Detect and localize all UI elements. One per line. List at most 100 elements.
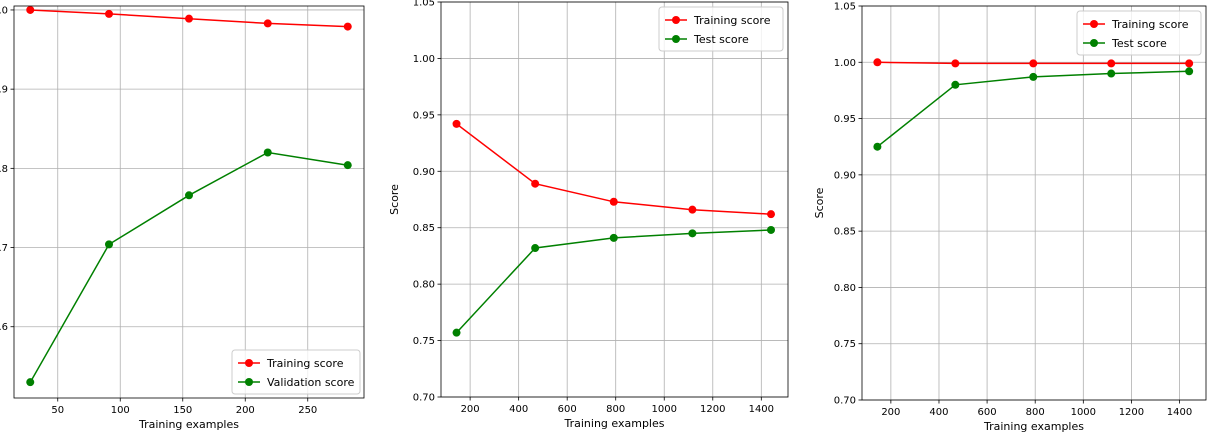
data-point [26,378,35,387]
data-point [767,225,776,234]
y-tick-label: 0.85 [834,227,856,238]
y-tick-label: 0.8 [0,164,8,175]
x-tick-label: 1200 [1119,407,1144,418]
y-tick-label: 0.80 [834,283,856,294]
legend-label-2: Test score [1111,37,1167,50]
y-tick-label: 0.7 [0,243,8,254]
legend-marker-1 [1090,20,1098,28]
data-point [1185,59,1194,68]
data-point [185,14,193,23]
x-tick-label: 100 [111,405,130,416]
data-point [688,205,697,214]
x-tick-label: 1400 [1167,407,1192,418]
data-point [688,229,697,238]
y-tick-label: 1.05 [834,2,856,13]
y-tick-label: 0.9 [0,85,8,96]
data-point [1107,59,1116,68]
x-tick-label: 50 [51,405,64,416]
y-tick-label: 0.75 [834,339,856,350]
data-point [452,328,461,337]
x-tick-label: 600 [978,407,997,418]
y-tick-label: 0.85 [413,223,435,234]
data-point [263,19,272,28]
chart-panel-2: 200 400 600 800 1000 1200 1400 0.70 0.75 0.80 0.85… [388,0,789,430]
x-axis-label: Training examples [138,418,239,431]
data-point [343,161,352,170]
legend-box [231,349,361,395]
data-point [531,244,540,253]
series-line-2 [455,229,772,334]
legend-marker-1 [245,359,253,367]
data-point [105,240,113,249]
data-point [26,5,35,14]
plot-frame [861,5,1207,401]
legend-label-2: Validation score [267,376,355,389]
data-point [873,58,882,67]
legend-marker-1 [672,16,680,24]
series-line-2 [29,151,348,383]
series-line-2 [876,70,1190,148]
legend: Training score Validation score [231,349,361,395]
plot-frame [440,1,789,398]
legend-label-2: Test score [693,33,749,46]
x-tick-label: 150 [173,405,192,416]
y-axis-label: Score [813,187,826,218]
legend-label-1: Training score [1111,18,1189,31]
data-point [609,233,618,242]
x-tick-label: 400 [929,407,948,418]
y-tick-label: 1.00 [413,54,435,65]
data-point [452,119,461,128]
x-tick-label: 1000 [1071,407,1096,418]
y-tick-label: 0.90 [834,170,856,181]
x-axis-label: Training examples [564,417,665,430]
x-tick-label: 200 [236,405,255,416]
x-tick-label: 200 [461,404,480,415]
x-tick-label: 600 [558,404,577,415]
data-point [531,179,540,188]
y-axis-label: Score [388,184,401,215]
x-tick-label: 1400 [749,404,774,415]
x-tick-label: 1000 [652,404,677,415]
x-axis-label: Training examples [983,420,1084,433]
data-point [263,148,272,157]
y-tick-label: 1.00 [834,58,856,69]
legend-marker-2 [672,35,680,43]
data-point [343,22,352,31]
chart-panel-1: 50 100 150 200 250 0.6 0.7 0.8 0.9 1.0 Training ex… [0,5,365,431]
y-tick-label: 0.70 [413,393,435,404]
data-point [609,197,618,206]
y-tick-label: 0.6 [0,322,8,333]
x-tick-label: 400 [509,404,528,415]
y-tick-label: 0.80 [413,280,435,291]
x-tick-label: 250 [298,405,317,416]
x-tick-label: 200 [881,407,900,418]
data-point [1185,67,1194,76]
data-point [873,142,882,151]
plot-frame [13,5,365,399]
legend-label-1: Training score [266,357,344,370]
legend-marker-2 [1090,39,1098,47]
legend-marker-2 [245,378,253,386]
chart-panel-3: 200 400 600 800 1000 1200 1400 0.70 0.75 0.80 0.85… [813,2,1207,433]
data-point [1029,59,1038,68]
legend-box [658,6,784,52]
legend: Training score Test score [658,6,784,52]
data-point [1107,69,1116,78]
data-point [185,191,193,200]
legend-label-1: Training score [693,14,771,27]
data-point [951,59,960,68]
legend: Training score Test score [1076,10,1202,56]
y-tick-label: 0.70 [834,396,856,407]
data-point [105,9,113,18]
data-point [951,80,960,89]
y-tick-label: 1.0 [0,5,8,16]
data-point [1029,72,1038,81]
y-tick-label: 1.05 [413,0,435,9]
data-point [767,210,776,219]
y-tick-label: 0.95 [834,114,856,125]
x-tick-label: 1200 [700,404,725,415]
x-tick-label: 800 [606,404,625,415]
y-tick-label: 0.90 [413,167,435,178]
